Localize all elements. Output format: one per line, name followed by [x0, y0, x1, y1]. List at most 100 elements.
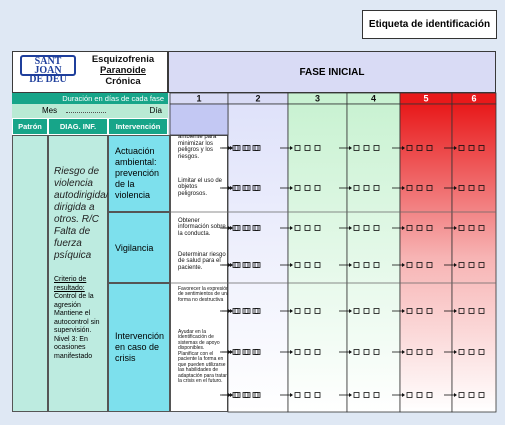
checkbox — [254, 185, 261, 191]
column-body — [227, 103, 289, 413]
checkbox — [468, 262, 475, 268]
activity: Ayudar en la identificación de sistemas … — [178, 329, 220, 352]
checkbox — [478, 349, 485, 355]
activity: Planificar con el paciente la forma en q… — [178, 351, 227, 385]
arrow-head — [402, 186, 405, 190]
activity: Obtener información sobre la conducta. — [178, 218, 226, 237]
checkbox — [363, 185, 370, 191]
checkbox — [353, 185, 360, 191]
criteria-title: Criterio de resultado: — [54, 276, 87, 292]
checkbox — [304, 262, 311, 268]
checkbox — [373, 392, 380, 398]
checkbox — [234, 145, 241, 151]
checkbox — [373, 145, 380, 151]
checkbox — [416, 392, 423, 398]
logo-line: SANT JOAN — [34, 56, 62, 76]
checkbox — [304, 185, 311, 191]
arrow-head — [454, 350, 457, 354]
checkbox — [363, 308, 370, 314]
day-label: Día — [149, 106, 162, 115]
activity-column — [170, 135, 228, 412]
arrow-head — [349, 309, 352, 313]
checkbox — [406, 145, 413, 151]
arrow-head — [290, 146, 293, 150]
checkbox — [294, 308, 301, 314]
checkbox — [478, 392, 485, 398]
column-number: 6 — [471, 94, 476, 104]
checkbox — [244, 392, 251, 398]
checkbox — [294, 262, 301, 268]
arrow-head — [230, 350, 233, 354]
checkbox — [406, 392, 413, 398]
arrow-head — [402, 309, 405, 313]
checkbox — [416, 145, 423, 151]
checkbox — [314, 185, 321, 191]
checkbox — [373, 349, 380, 355]
checkbox — [314, 145, 321, 151]
checkbox — [373, 185, 380, 191]
column-number: 1 — [196, 94, 201, 104]
arrow-head — [290, 263, 293, 267]
checkbox — [244, 185, 251, 191]
column-body — [451, 103, 497, 413]
activity: Limitar el uso de objetos peligrosos. — [178, 178, 223, 197]
checkbox — [468, 308, 475, 314]
checkbox — [304, 349, 311, 355]
checkbox — [406, 185, 413, 191]
arrow-head — [349, 263, 352, 267]
checkbox — [353, 225, 360, 231]
checkbox — [353, 349, 360, 355]
checkbox — [294, 225, 301, 231]
checkbox — [478, 145, 485, 151]
checkbox — [373, 225, 380, 231]
arrow-head — [454, 146, 457, 150]
arrow-head — [454, 226, 457, 230]
checkbox — [314, 262, 321, 268]
checkbox — [416, 308, 423, 314]
month-label: Mes — [42, 106, 58, 115]
checkbox — [363, 262, 370, 268]
checkbox — [458, 262, 465, 268]
checkbox — [294, 185, 301, 191]
checkbox — [426, 145, 433, 151]
checkbox — [314, 308, 321, 314]
checkbox — [234, 185, 241, 191]
checkbox — [353, 308, 360, 314]
arrow-head — [454, 393, 457, 397]
checkbox — [244, 349, 251, 355]
column-body — [287, 103, 348, 413]
arrow-head — [402, 350, 405, 354]
checkbox — [458, 349, 465, 355]
diagnosis-text: Riesgo de violencia autodirigida/ dirigi… — [54, 166, 109, 261]
checkbox — [406, 262, 413, 268]
checkbox — [458, 145, 465, 151]
checkbox — [254, 262, 261, 268]
checkbox — [416, 185, 423, 191]
activity: Favorecer la expresión de sentimientos d… — [178, 286, 230, 303]
checkbox — [468, 392, 475, 398]
arrow-head — [402, 263, 405, 267]
checkbox — [234, 225, 241, 231]
arrow-head — [230, 309, 233, 313]
title-line: Paranoide — [100, 65, 146, 76]
column-body — [399, 103, 453, 413]
checkbox — [234, 262, 241, 268]
arrow-head — [402, 226, 405, 230]
checkbox — [426, 392, 433, 398]
checkbox — [406, 308, 413, 314]
checkbox — [468, 145, 475, 151]
checkbox — [426, 225, 433, 231]
checkbox — [363, 392, 370, 398]
arrow-head — [230, 393, 233, 397]
checkbox — [426, 349, 433, 355]
checkbox — [254, 225, 261, 231]
arrow-head — [454, 309, 457, 313]
checkbox — [468, 185, 475, 191]
arrow-head — [290, 350, 293, 354]
arrow-head — [290, 186, 293, 190]
checkbox — [458, 225, 465, 231]
diagnosis-title: Esquizofrenia Paranoide Crónica — [80, 54, 166, 87]
col-header: Intervención — [108, 118, 168, 135]
checkbox — [353, 392, 360, 398]
checkbox — [244, 308, 251, 314]
